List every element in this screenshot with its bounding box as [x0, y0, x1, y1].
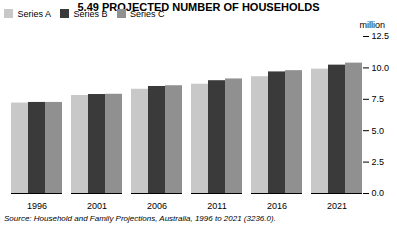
- svg-text:2006: 2006: [147, 201, 167, 211]
- html-text:Source: Household and Family P: Source: Household and Family Projections…: [4, 214, 276, 223]
- svg-text:5.0: 5.0: [372, 126, 385, 136]
- svg-text:7.5: 7.5: [372, 94, 385, 104]
- svg-text:0.0: 0.0: [372, 188, 385, 198]
- svg-text:2016: 2016: [267, 201, 287, 211]
- svg-text:2.5: 2.5: [372, 157, 385, 167]
- html-text:Series C: Series C: [130, 8, 165, 19]
- svg-text:10.0: 10.0: [372, 63, 390, 73]
- svg-text:1996: 1996: [27, 201, 47, 211]
- html-text:Series B: Series B: [73, 8, 108, 19]
- svg-text:2021: 2021: [327, 201, 347, 211]
- svg-text:2011: 2011: [207, 201, 226, 211]
- html-text:million: million: [359, 20, 385, 30]
- svg-text:2001: 2001: [87, 201, 107, 211]
- html-text:Series A: Series A: [17, 8, 51, 19]
- svg-text:12.5: 12.5: [372, 31, 390, 41]
- html-text:5.49 PROJECTED NUMBER OF HOUSE: 5.49 PROJECTED NUMBER OF HOUSEHOLDS: [77, 1, 320, 13]
